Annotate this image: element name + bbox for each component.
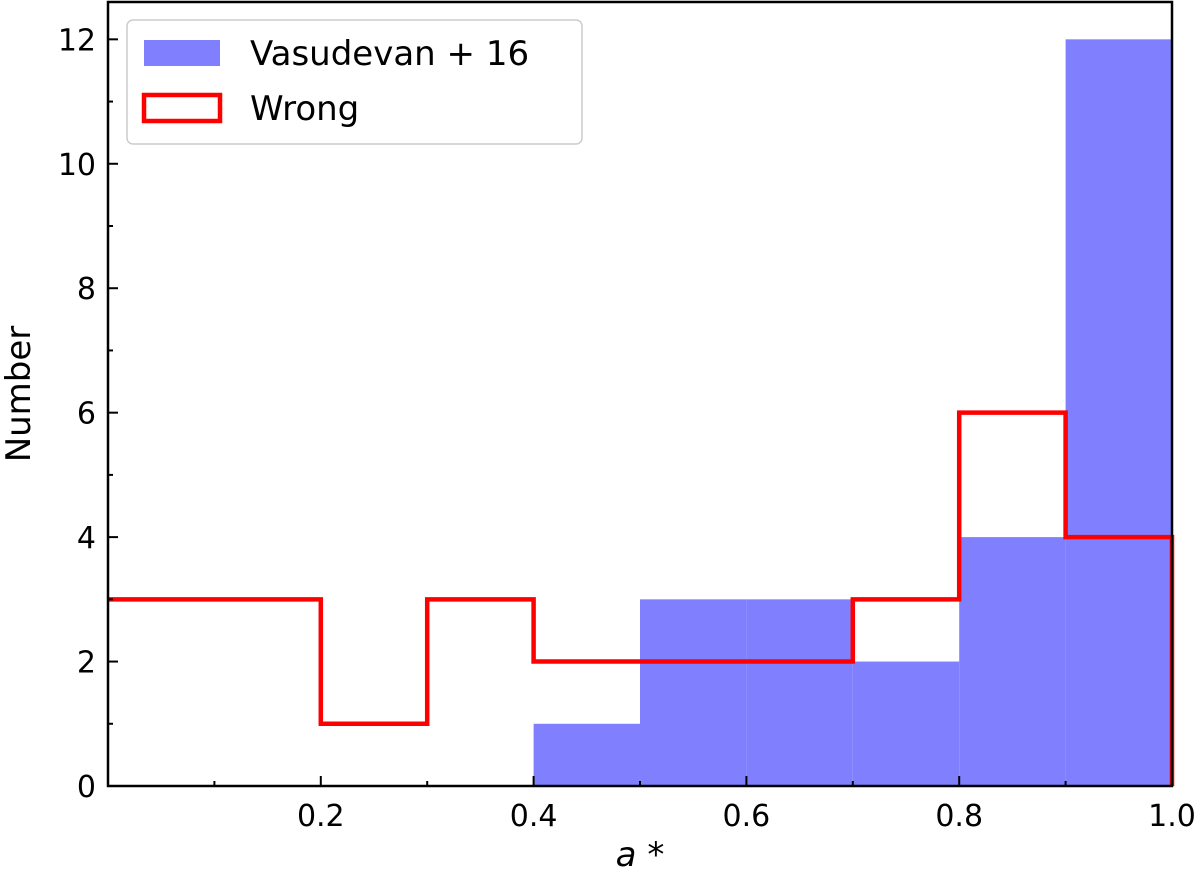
legend-box [126, 19, 583, 145]
y-tick-label: 6 [77, 397, 96, 432]
legend: Vasudevan + 16 Wrong [126, 19, 583, 145]
bar-vasudevan [959, 537, 1066, 786]
step-line-wrong [108, 410, 1175, 786]
x-tick-label: 0.2 [297, 799, 345, 834]
y-tick-label: 0 [77, 770, 96, 805]
y-tick-label: 10 [58, 148, 96, 183]
x-tick-label: 0.8 [935, 799, 983, 834]
y-tick-label: 12 [58, 23, 96, 58]
x-axis-label: a * [616, 835, 665, 874]
bar-vasudevan [852, 661, 960, 786]
y-tick-label: 8 [77, 272, 96, 307]
x-tick-label: 0.4 [510, 799, 558, 834]
y-tick-label: 2 [77, 646, 96, 681]
y-axis-label: Number [0, 326, 39, 463]
x-tick-label: 1.0 [1148, 799, 1196, 834]
bar-vasudevan [746, 599, 853, 786]
y-axis-ticks: 0 2 4 6 8 10 12 [58, 23, 118, 805]
bar-vasudevan [533, 723, 640, 786]
x-tick-label: 0.6 [723, 799, 771, 834]
x-axis-ticks: 0.2 0.4 0.6 0.8 1.0 [213, 776, 1196, 834]
y-tick-label: 4 [77, 521, 96, 556]
bar-vasudevan [1065, 39, 1172, 787]
series-wrong-step-layer [108, 410, 1175, 786]
legend-swatch-vasudevan [144, 40, 220, 66]
bar-vasudevan [640, 599, 747, 786]
legend-swatch-wrong [141, 92, 223, 124]
legend-label-vasudevan: Vasudevan + 16 [250, 34, 529, 74]
legend-label-wrong: Wrong [250, 89, 359, 129]
series-vasudevan-bars [533, 39, 1172, 787]
